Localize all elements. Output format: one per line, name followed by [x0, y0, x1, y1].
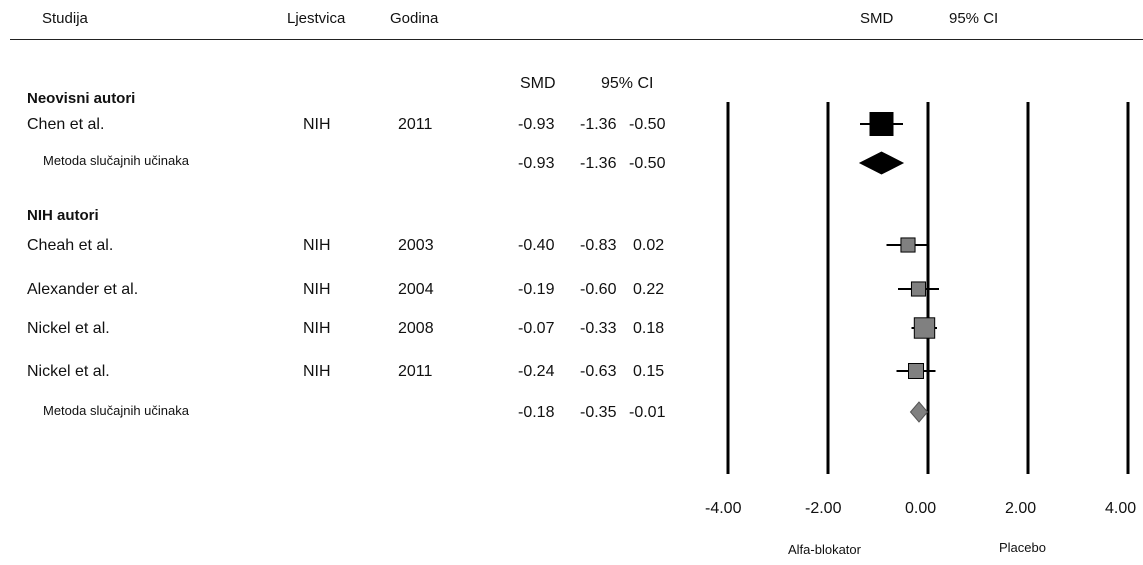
study-ci-low: -0.33 — [580, 320, 617, 337]
study-ci-low: -1.36 — [580, 116, 617, 133]
study-name: Cheah et al. — [27, 237, 114, 254]
study-ci-high: 0.18 — [633, 320, 665, 337]
pooled-diamond — [909, 401, 929, 423]
study-smd: -0.93 — [518, 116, 555, 133]
effect-square — [869, 112, 894, 136]
study-ci-high: 0.22 — [633, 281, 665, 298]
study-ci-high: 0.02 — [633, 237, 665, 254]
study-year: 2004 — [398, 281, 434, 298]
effect-square — [910, 281, 927, 297]
pooled-ci-low: -0.35 — [580, 404, 617, 421]
pooled-smd: -0.18 — [518, 404, 555, 421]
pooled-smd: -0.93 — [518, 155, 555, 172]
study-scale: NIH — [303, 237, 331, 254]
pooled-ci-high: -0.50 — [629, 155, 666, 172]
header-year: Godina — [390, 10, 439, 27]
pooled-ci-low: -1.36 — [580, 155, 617, 172]
study-scale: NIH — [303, 363, 331, 380]
study-smd: -0.24 — [518, 363, 555, 380]
group-title: NIH autori — [27, 207, 99, 224]
effect-square — [900, 237, 916, 253]
study-smd: -0.19 — [518, 281, 555, 298]
header-study: Studija — [42, 10, 88, 27]
pooled-label: Metoda slučajnih učinaka — [43, 403, 189, 418]
header-scale: Ljestvica — [287, 10, 346, 27]
study-year: 2011 — [398, 116, 433, 133]
study-scale: NIH — [303, 116, 331, 133]
x-tick-label: 0.00 — [905, 500, 937, 517]
group-title: Neovisni autori — [27, 90, 136, 107]
study-ci-low: -0.63 — [580, 363, 617, 380]
study-name: Nickel et al. — [27, 363, 110, 380]
study-smd: -0.40 — [518, 237, 555, 254]
favours-right-label: Placebo — [999, 540, 1046, 555]
study-name: Nickel et al. — [27, 320, 110, 337]
study-ci-high: 0.15 — [633, 363, 665, 380]
x-tick-label: 2.00 — [1005, 500, 1037, 517]
effect-square — [913, 317, 936, 339]
x-tick-label: -4.00 — [705, 500, 742, 517]
study-name: Chen et al. — [27, 116, 105, 133]
study-year: 2008 — [398, 320, 434, 337]
study-ci-high: -0.50 — [629, 116, 666, 133]
table-header-smd: SMD — [520, 75, 556, 92]
study-smd: -0.07 — [518, 320, 555, 337]
pooled-label: Metoda slučajnih učinaka — [43, 153, 189, 168]
study-ci-low: -0.60 — [580, 281, 617, 298]
header-ci: 95% CI — [949, 10, 999, 27]
header-rule — [10, 39, 1143, 40]
study-scale: NIH — [303, 281, 331, 298]
x-tick-label: -2.00 — [805, 500, 842, 517]
study-scale: NIH — [303, 320, 331, 337]
study-year: 2003 — [398, 237, 434, 254]
pooled-ci-high: -0.01 — [629, 404, 666, 421]
header-smd: SMD — [860, 10, 894, 27]
study-year: 2011 — [398, 363, 433, 380]
favours-left-label: Alfa-blokator — [788, 542, 861, 557]
study-ci-low: -0.83 — [580, 237, 617, 254]
pooled-diamond — [858, 151, 905, 175]
study-name: Alexander et al. — [27, 281, 139, 298]
table-header-ci: 95% CI — [601, 75, 654, 92]
effect-square — [908, 363, 924, 379]
x-tick-label: 4.00 — [1105, 500, 1137, 517]
